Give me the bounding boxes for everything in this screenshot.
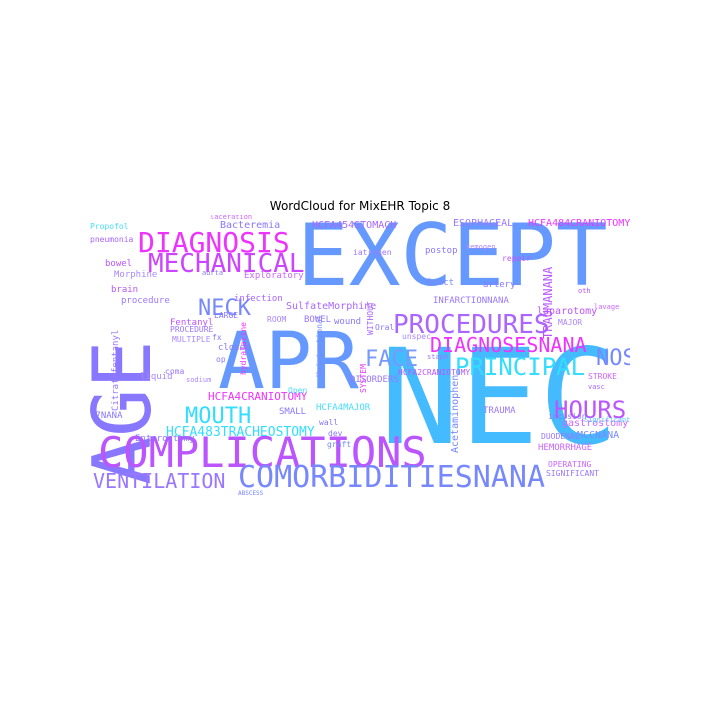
cloud-word: Acetaminophen — [450, 375, 461, 453]
plot-title: WordCloud for MixEHR Topic 8 — [269, 199, 451, 213]
cloud-word: HOURS — [554, 396, 626, 424]
cloud-word: INFARCTIONNANA — [433, 296, 509, 306]
cloud-word: HCFA483TRACHEOSTOMY — [166, 425, 315, 440]
cloud-word: LARGE — [214, 311, 238, 320]
cloud-word: liquid — [140, 372, 173, 382]
cloud-word: kemogen — [466, 243, 496, 251]
cloud-word: HEMORRHAGE — [538, 443, 592, 453]
cloud-word: op — [216, 355, 226, 364]
cloud-word: laceration — [210, 215, 252, 221]
cloud-word: hydralazine — [239, 322, 248, 375]
cloud-word: artery — [483, 280, 516, 290]
cloud-word: wall — [319, 418, 338, 427]
cloud-word: NECK — [198, 296, 252, 321]
cloud-word: Unintentional — [315, 314, 324, 377]
cloud-word: sodium — [186, 376, 211, 384]
cloud-word: Open — [288, 386, 307, 395]
cloud-word: React — [427, 278, 454, 288]
cloud-word: TRAUMANANA — [541, 266, 555, 339]
cloud-word: SMALL — [279, 407, 306, 417]
cloud-word: wound — [334, 317, 361, 327]
cloud-word: postop — [425, 246, 458, 256]
cloud-word: Oral — [375, 323, 394, 332]
cloud-word: MECHANICAL — [148, 249, 305, 279]
cloud-word: ROOM — [267, 315, 286, 324]
cloud-word: PROCEDURES — [393, 310, 550, 340]
cloud-word: MOUTH — [185, 404, 251, 429]
cloud-word: repair — [502, 254, 531, 263]
cloud-word: HCFA454STOMACH — [312, 220, 396, 231]
cloud-word: Exploratory — [244, 271, 304, 281]
cloud-word: STROKE — [588, 372, 617, 381]
cloud-word: DIAGNOSIS — [138, 226, 290, 259]
cloud-word: laparotomy — [537, 306, 597, 317]
cloud-word: Propofol — [90, 222, 129, 231]
cloud-word: Morphine — [114, 270, 157, 280]
cloud-word: SIGNIFICANT — [546, 469, 599, 478]
cloud-word: MULTIPLE — [172, 335, 211, 344]
cloud-word: Citratefentanyl — [111, 330, 121, 411]
cloud-word: dev — [328, 429, 343, 438]
cloud-word: HCFA4MAJOR — [316, 403, 371, 413]
cloud-word: vasc — [588, 383, 605, 391]
cloud-word: procedure — [121, 296, 170, 306]
cloud-word: ESOPHAGEAL — [453, 218, 513, 229]
cloud-word: infection — [234, 294, 283, 304]
cloud-word: SulfateMorphine — [286, 301, 376, 312]
cloud-word: NEC — [380, 321, 618, 475]
cloud-word: BOWEL — [304, 315, 331, 325]
cloud-word: ABSCESS — [238, 490, 264, 497]
cloud-word: PROCEDURE — [170, 325, 214, 334]
cloud-word: DUODENAL — [541, 432, 580, 441]
cloud-word: TRAUMA — [483, 406, 516, 416]
cloud-word: Fentanyl — [170, 318, 213, 328]
cloud-word: MCCNANA — [577, 430, 619, 441]
cloud-word: DISORDERS — [350, 375, 399, 385]
cloud-word: FACE — [365, 347, 418, 372]
cloud-word: AGE — [90, 341, 169, 486]
cloud-word: pneumonia — [90, 235, 134, 244]
cloud-word: COMORBIDITIESNANA — [238, 460, 545, 495]
cloud-word: graft — [327, 440, 351, 449]
cloud-word: WITHOUT — [366, 301, 375, 335]
cloud-word: oth — [578, 287, 591, 295]
cloud-word: brain — [111, 285, 138, 295]
cloud-word: Significant — [584, 416, 630, 424]
cloud-word: staph — [427, 353, 448, 361]
cloud-word: bowel — [105, 259, 132, 269]
cloud-word: fx — [212, 333, 222, 342]
cloud-word: HCFA484CRANIOTOMY — [528, 218, 630, 229]
cloud-word: iatrogen — [353, 248, 392, 257]
cloud-word: 17NANA — [90, 411, 123, 421]
cloud-word: coma — [165, 367, 184, 376]
cloud-word: DIAGNOSESNANA — [430, 333, 587, 357]
cloud-word: gastrostomy — [562, 418, 628, 429]
cloud-word: MAJOR — [558, 318, 582, 327]
cloud-word: EXCEPT — [297, 215, 608, 306]
cloud-word: VENTILATION — [93, 469, 225, 493]
cloud-word: HCFA2CRANIOTOMY — [398, 368, 470, 377]
cloud-word: PRINCIPAL — [455, 353, 585, 381]
cloud-word: aorta — [202, 269, 223, 277]
cloud-word: HCFA4CRANIOTOMY — [208, 390, 308, 403]
cloud-word: closed — [218, 343, 251, 353]
cloud-word: lavage — [594, 303, 619, 311]
cloud-word: APR — [218, 317, 359, 407]
cloud-word: Bacteremia — [220, 220, 280, 231]
cloud-word: NOS — [596, 346, 630, 371]
cloud-word: COMPLICATIONS — [98, 428, 427, 477]
cloud-word: unspec — [402, 332, 431, 341]
cloud-word: OPERATING — [548, 460, 592, 469]
cloud-word: SYSTEM — [359, 364, 368, 393]
cloud-word: incision — [548, 412, 587, 421]
cloud-word: Enterostomy — [135, 434, 195, 444]
